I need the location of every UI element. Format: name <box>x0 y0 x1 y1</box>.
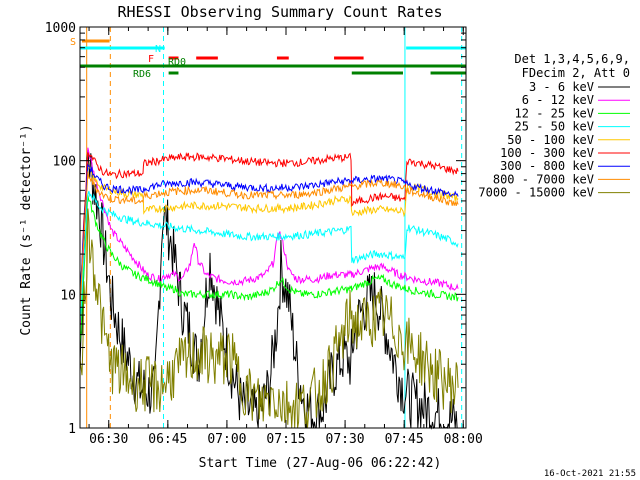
series-line-3 <box>79 190 459 322</box>
legend-header-line-1: Det 1,3,4,5,6,9, <box>514 52 630 66</box>
x-tick-label-5: 07:45 <box>385 432 424 447</box>
x-tick-label-3: 07:15 <box>266 432 305 447</box>
footer-date: 16-Oct-2021 21:55 <box>544 469 636 479</box>
legend-label-7: 800 - 7000 keV <box>493 172 594 186</box>
legend-label-4: 50 - 100 keV <box>507 133 594 147</box>
legend-label-5: 100 - 300 keV <box>500 146 594 160</box>
legend-header-line-2: FDecim 2, Att 0 <box>522 66 630 80</box>
plot-frame <box>79 26 467 429</box>
series-line-2 <box>79 195 459 344</box>
flag-bars: S NF RD0 RD6 <box>70 37 466 80</box>
flag-label-0: S <box>70 37 76 48</box>
legend-label-2: 12 - 25 keV <box>515 106 594 120</box>
x-tick-label-0: 06:30 <box>89 432 128 447</box>
axes-ticks: 06:30 06:45 07:00 07:15 07:30 07:45 08:00 1 10 10… <box>45 21 483 447</box>
series-line-5 <box>79 151 459 296</box>
y-tick-label-3: 1000 <box>45 21 76 36</box>
series-line-7 <box>79 171 459 303</box>
legend-label-6: 300 - 800 keV <box>500 159 594 173</box>
flag-label-2: F <box>148 54 154 65</box>
legend-label-8: 7000 - 15000 keV <box>478 186 594 200</box>
x-axis-label: Start Time (27-Aug-06 06:22:42) <box>199 456 442 471</box>
series-lines <box>79 147 459 430</box>
series-line-8 <box>79 208 459 429</box>
flag-label-3: RD0 <box>168 57 186 68</box>
chart-title: RHESSI Observing Summary Count Rates <box>117 3 442 21</box>
x-tick-label-6: 08:00 <box>444 432 483 447</box>
x-tick-label-1: 06:45 <box>148 432 187 447</box>
y-axis-label: Count Rate (s⁻¹ detector⁻¹) <box>19 124 34 335</box>
flag-label-1: N <box>155 44 161 55</box>
y-tick-label-1: 10 <box>60 288 76 303</box>
legend-label-1: 6 - 12 keV <box>522 93 594 107</box>
flag-label-4: RD6 <box>133 69 151 80</box>
series-line-1 <box>79 147 459 337</box>
legend-label-3: 25 - 50 keV <box>515 120 594 134</box>
y-tick-label-0: 1 <box>68 422 76 437</box>
legend: Det 1,3,4,5,6,9, FDecim 2, Att 0 3 - 6 k… <box>478 52 630 200</box>
x-tick-label-4: 07:30 <box>326 432 365 447</box>
legend-label-0: 3 - 6 keV <box>529 80 594 94</box>
y-tick-label-2: 100 <box>53 155 76 170</box>
x-tick-label-2: 07:00 <box>207 432 246 447</box>
